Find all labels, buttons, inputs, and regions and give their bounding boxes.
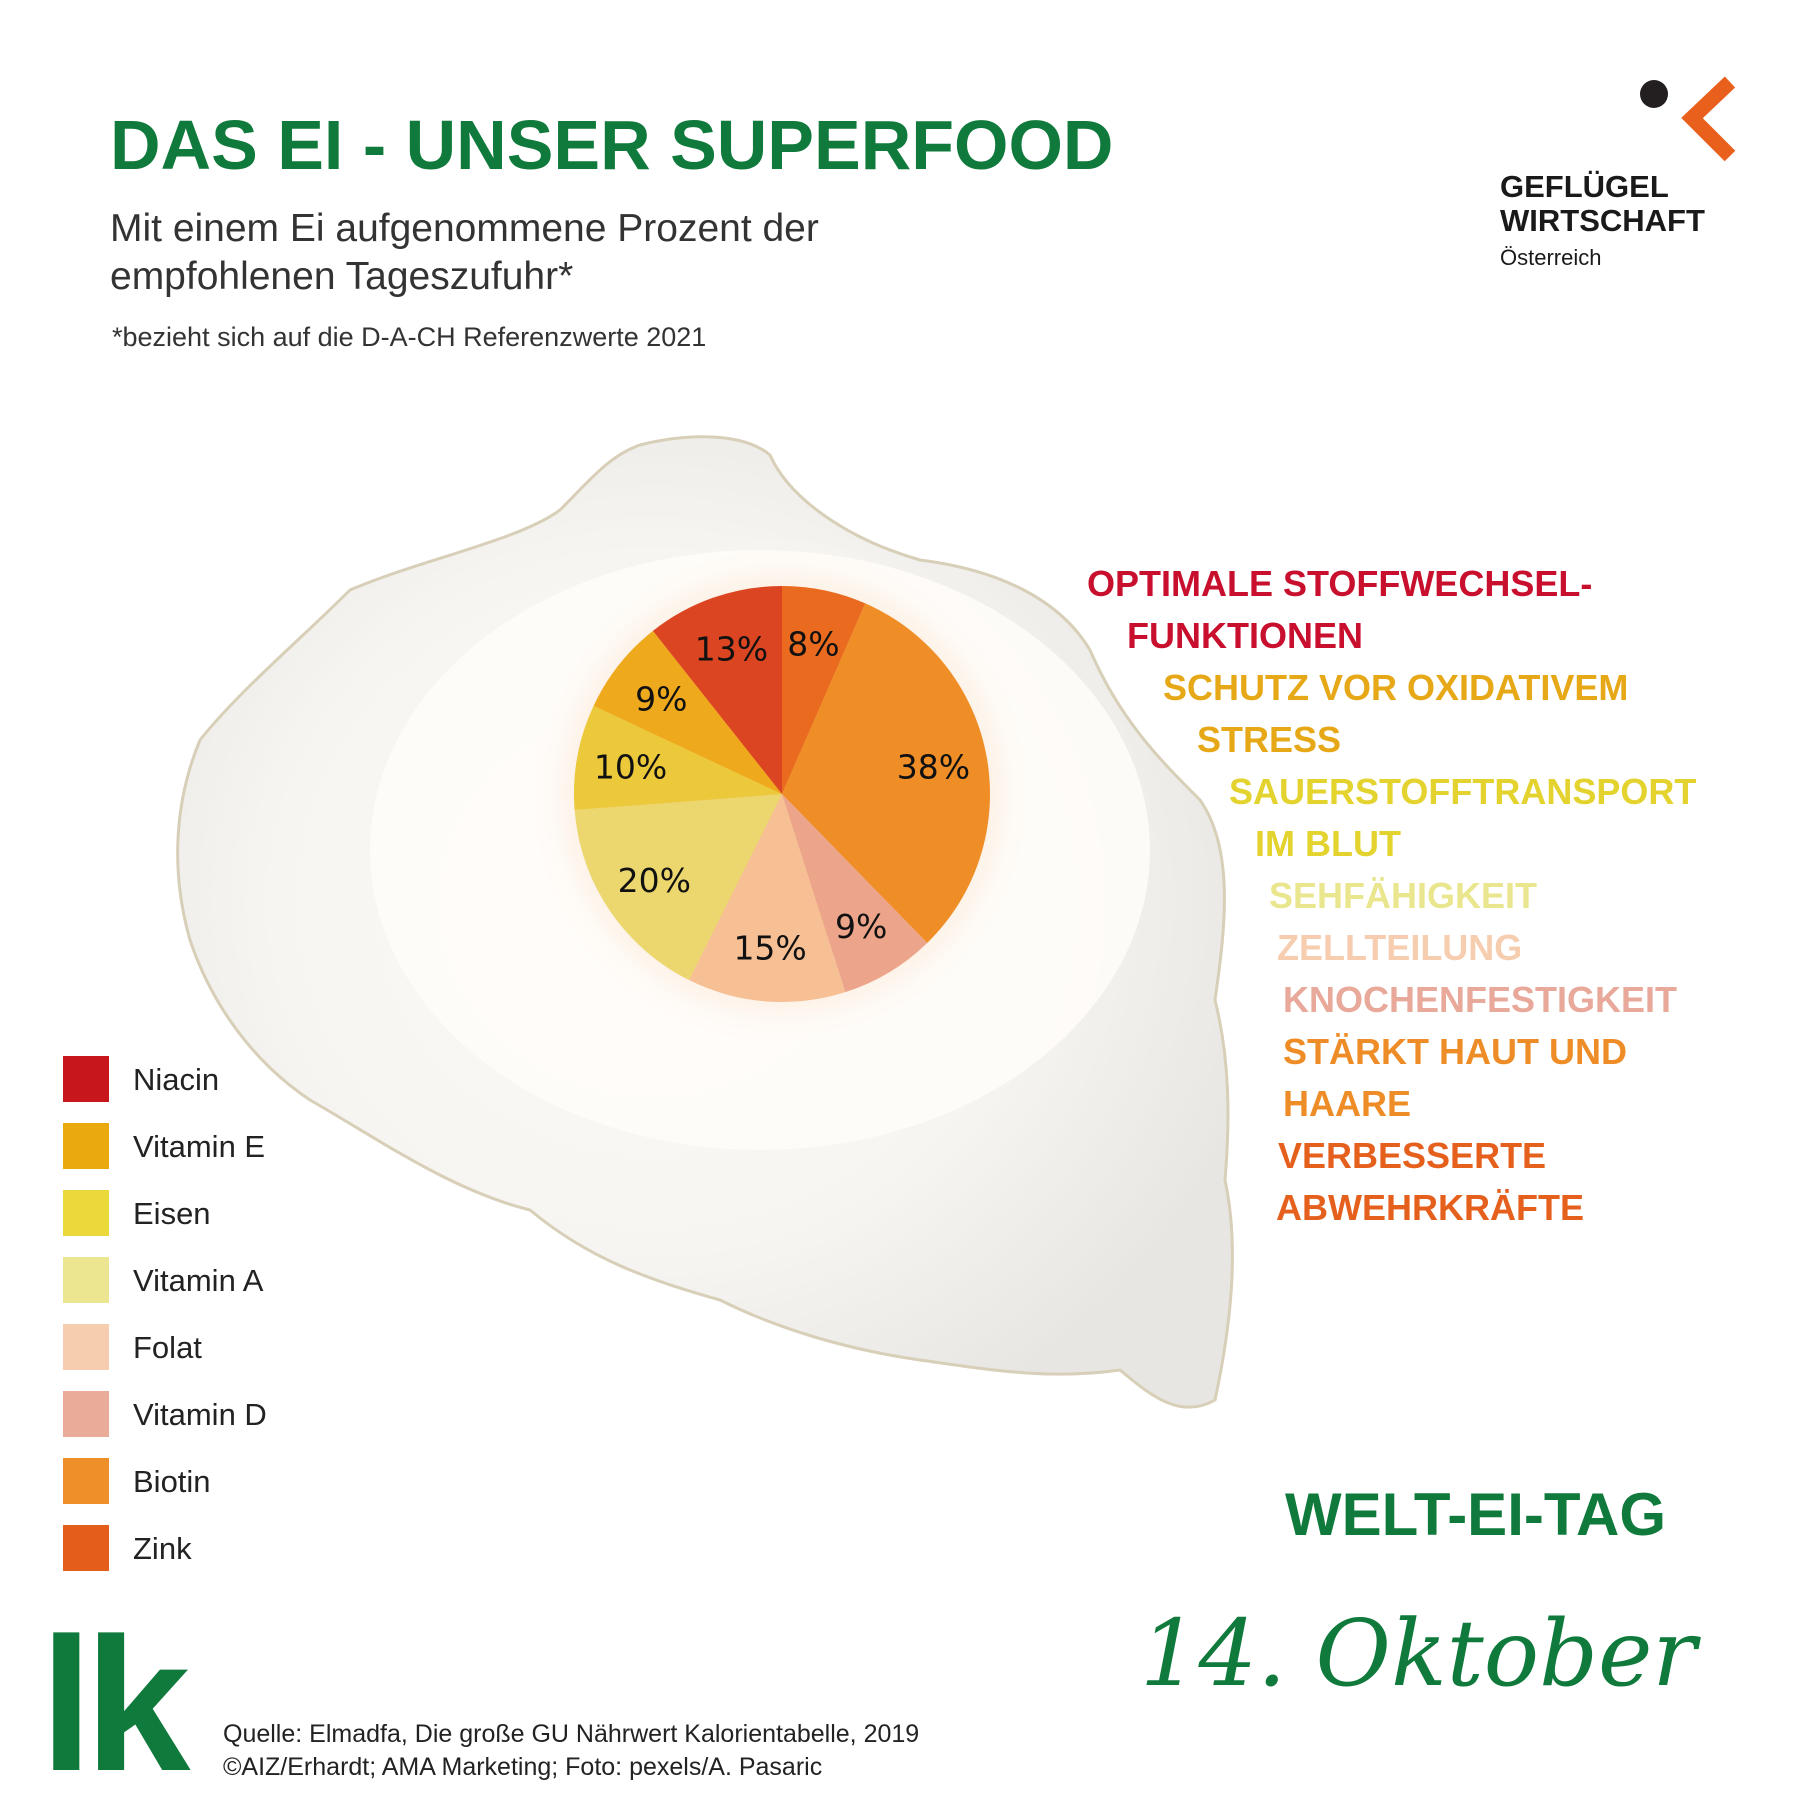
pie-slice-biotin (782, 603, 991, 943)
logo-line2: WIRTSCHAFT (1500, 203, 1705, 238)
pie-label: 8% (787, 624, 839, 663)
legend-swatch (63, 1458, 109, 1504)
source-line2: ©AIZ/Erhardt; AMA Marketing; Foto: pexel… (223, 1753, 823, 1781)
benefit-line: HAARE (1283, 1083, 1412, 1124)
pie-slice-vitamin-e (593, 630, 782, 794)
legend-label: Vitamin E (133, 1129, 266, 1164)
benefit-line: STÄRKT HAUT UND (1283, 1031, 1627, 1072)
subtitle: Mit einem Ei aufgenommene Prozent der em… (110, 207, 819, 298)
benefit-line: STRESS (1197, 719, 1342, 760)
pie-slice-folat (689, 794, 846, 1002)
pie-label: 9% (835, 907, 887, 946)
legend-swatch (63, 1190, 109, 1236)
legend-label: Eisen (133, 1196, 211, 1231)
legend-label: Folat (133, 1330, 202, 1365)
event-title: WELT-EI-TAG (1285, 1481, 1667, 1548)
pie-slice-eisen (574, 705, 782, 811)
legend-swatch (63, 1525, 109, 1571)
legend-swatch (63, 1257, 109, 1303)
pie-slice-niacin (652, 586, 782, 794)
pie-label: 15% (733, 928, 806, 967)
pie-label: 20% (618, 861, 691, 900)
benefit-line: SAUERSTOFFTRANSPORT (1229, 771, 1697, 812)
pie-label: 9% (635, 679, 687, 718)
benefit-line: FUNKTIONEN (1127, 615, 1363, 656)
event-date: 14. Oktober (1140, 1600, 1697, 1707)
legend-swatch (63, 1391, 109, 1437)
legend-swatch (63, 1056, 109, 1102)
source-credits: Quelle: Elmadfa, Die große GU Nährwert K… (223, 1718, 919, 1784)
pie-label: 38% (897, 747, 970, 786)
gefluegel-logo: GEFLÜGEL WIRTSCHAFT Österreich (1500, 170, 1705, 278)
source-line1: Quelle: Elmadfa, Die große GU Nährwert K… (223, 1720, 920, 1748)
pie-slice-zink (782, 586, 866, 794)
legend-swatch (63, 1324, 109, 1370)
footnote: *bezieht sich auf die D-A-CH Referenzwer… (112, 322, 707, 352)
legend-label: Zink (133, 1531, 192, 1566)
benefit-line: KNOCHENFESTIGKEIT (1283, 979, 1678, 1020)
benefit-line: ABWEHRKRÄFTE (1276, 1187, 1584, 1228)
benefit-line: VERBESSERTE (1278, 1135, 1547, 1176)
pie-slice-vitamin-d (782, 794, 928, 993)
legend-label: Vitamin A (133, 1263, 264, 1298)
legend-label: Biotin (133, 1464, 211, 1499)
logo-line3: Österreich (1500, 245, 1602, 270)
benefit-line: SCHUTZ VOR OXIDATIVEM (1163, 667, 1629, 708)
benefit-line: SEHFÄHIGKEIT (1269, 875, 1538, 916)
legend-label: Vitamin D (133, 1397, 267, 1432)
page-title: DAS EI - UNSER SUPERFOOD (110, 106, 1114, 184)
gefluegel-logo-mark-icon (1640, 76, 1736, 162)
benefit-line: OPTIMALE STOFFWECHSEL- (1087, 563, 1593, 604)
logo-line1: GEFLÜGEL (1500, 169, 1669, 204)
lk-logo: lk (40, 1599, 190, 1811)
pie-chart: 8%38%9%15%20%10%9%13% (574, 586, 991, 1002)
pie-label: 10% (594, 747, 667, 786)
pie-slice-vitamin-a (574, 794, 782, 981)
benefit-line: IM BLUT (1255, 823, 1401, 864)
legend-swatch (63, 1123, 109, 1169)
benefit-line: ZELLTEILUNG (1277, 927, 1523, 968)
legend-label: Niacin (133, 1062, 220, 1097)
pie-label: 13% (695, 630, 768, 669)
